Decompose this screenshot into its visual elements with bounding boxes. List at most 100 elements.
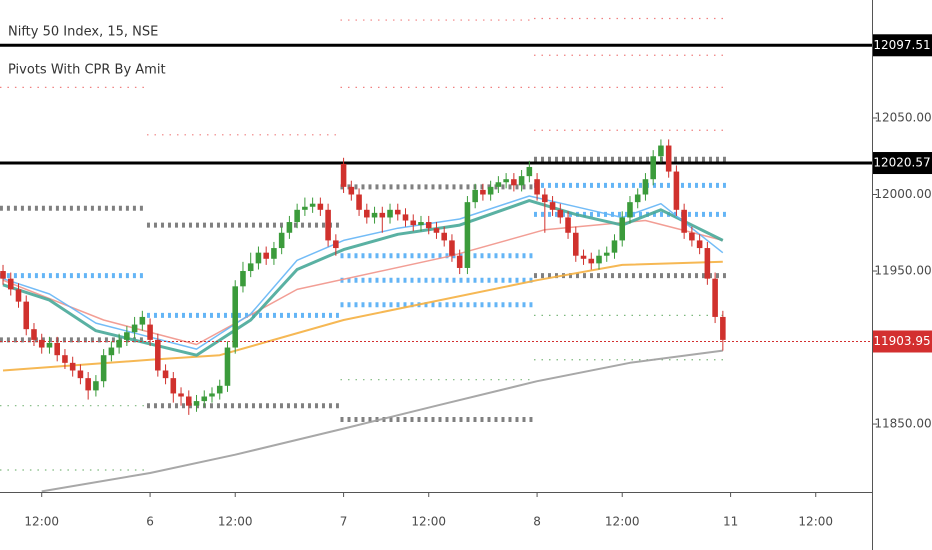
candle-body (542, 194, 548, 203)
candle-body (580, 255, 587, 259)
y-tick-label: 12050.00 (874, 110, 931, 124)
x-tick-label: 12:00 (218, 515, 253, 529)
x-tick-label: 12:00 (605, 515, 640, 529)
candle-body (185, 396, 192, 406)
candle-body (348, 186, 355, 195)
candle-body (116, 339, 122, 348)
candle-body (131, 324, 138, 333)
candle-body (178, 393, 184, 397)
candle-body (673, 171, 680, 210)
candle-body (611, 240, 618, 253)
candle-body (69, 362, 76, 371)
candle-body (46, 342, 53, 348)
candle-body (333, 240, 339, 249)
x-tick-label: 12:00 (24, 515, 59, 529)
candle-body (201, 396, 208, 402)
y-tick-label: 11950.00 (874, 264, 931, 278)
candle-body (634, 194, 641, 203)
x-tick-label: 12:00 (798, 515, 833, 529)
candle-body (240, 271, 246, 287)
candle-body (464, 202, 471, 268)
candle-body (549, 202, 556, 210)
price-label-box (873, 152, 932, 175)
candle-body (487, 186, 494, 195)
plot-area (0, 17, 872, 493)
candle-body (255, 252, 262, 264)
candle-body (271, 248, 277, 259)
candle-body (418, 222, 424, 226)
candle-body (712, 278, 718, 317)
candle-body (340, 163, 347, 187)
candle-body (31, 329, 37, 340)
x-tick-label: 12:00 (411, 515, 446, 529)
candle-body (100, 355, 107, 382)
candle-body (371, 212, 378, 218)
candle-body (379, 212, 386, 218)
candle-body (627, 202, 633, 218)
moving-average (2, 260, 723, 372)
candle-body (658, 145, 664, 157)
price-label-box (873, 34, 932, 57)
candle-body (0, 271, 6, 279)
moving-average (41, 349, 723, 493)
y-tick-label: 11850.00 (874, 417, 931, 431)
candle-body (456, 255, 463, 268)
candle-body (77, 370, 84, 379)
candle-body (85, 378, 91, 391)
candle-body (93, 381, 99, 391)
candle-body (325, 209, 331, 241)
candle-body (665, 145, 672, 172)
candle-body (54, 342, 60, 356)
price-label: 12020.57 (873, 156, 930, 170)
candle-body (147, 324, 153, 340)
candle-body (317, 203, 324, 210)
candle-body (603, 252, 610, 256)
candle-body (170, 378, 177, 394)
candle-body (108, 347, 115, 356)
x-tick-label: 6 (146, 515, 154, 529)
candle-body (596, 255, 602, 264)
price-label: 11903.95 (873, 334, 930, 348)
candle-body (410, 220, 417, 226)
candle-body (387, 209, 393, 218)
candle-body (480, 189, 486, 195)
candle-body (356, 194, 362, 210)
candle-body (364, 209, 370, 218)
candle-body (155, 339, 161, 371)
candle-body (309, 203, 316, 207)
candle-body (402, 214, 409, 221)
candle-body (38, 339, 45, 348)
candle-body (642, 179, 649, 195)
candle-body (588, 258, 595, 264)
candle-body (62, 355, 68, 363)
candle-body (294, 209, 300, 223)
candle-body (696, 240, 703, 249)
candle-body (7, 278, 14, 290)
candle-body (394, 209, 401, 215)
candle-body (526, 166, 533, 177)
price-label: 12097.51 (873, 38, 930, 52)
legend-indicator: Pivots With CPR By Amit (8, 63, 166, 78)
moving-average (2, 195, 724, 350)
candle-body (689, 232, 695, 241)
candle-body (224, 347, 231, 386)
candle-body (557, 209, 564, 218)
candle-body (278, 232, 285, 249)
candle-body (441, 232, 447, 241)
candle-body (425, 222, 432, 229)
candle-body (193, 401, 200, 406)
candle-body (449, 240, 455, 256)
candle-body (209, 393, 215, 397)
candle-body (650, 156, 656, 180)
candle-body (495, 182, 502, 187)
candle-body (286, 222, 293, 233)
candle-body (619, 217, 626, 241)
candle-body (518, 176, 525, 186)
candle-body (681, 209, 687, 233)
candle-body (247, 263, 254, 272)
price-label-box (873, 330, 932, 353)
x-tick-label: 11 (723, 515, 738, 529)
candle-body (124, 332, 130, 340)
moving-average (2, 199, 724, 357)
